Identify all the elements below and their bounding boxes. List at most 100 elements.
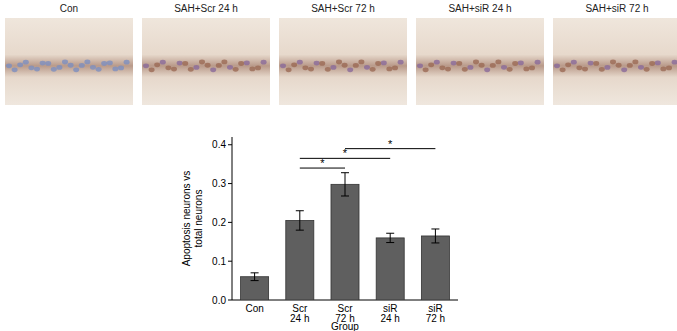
cell: [571, 60, 577, 65]
error-bar: [386, 233, 394, 242]
figure: ConSAH+Scr 24 hSAH+Scr 72 hSAH+siR 24 hS…: [0, 0, 677, 331]
cell: [261, 60, 267, 65]
cell: [84, 60, 90, 65]
cell: [582, 67, 588, 72]
cell: [249, 67, 255, 72]
cell: [45, 61, 51, 66]
axes: 0.00.10.20.30.4: [212, 137, 458, 306]
panel-label: SAH+siR 24 h: [448, 3, 511, 14]
cell: [439, 65, 445, 70]
cell: [649, 61, 655, 66]
cell: [205, 63, 211, 68]
cell: [79, 63, 85, 68]
cell: [627, 63, 633, 68]
cell: [462, 67, 468, 72]
cell: [599, 67, 605, 72]
cell: [286, 67, 292, 72]
error-bar: [251, 273, 259, 281]
bars: [241, 173, 450, 300]
cell: [244, 61, 250, 66]
cell: [576, 65, 582, 70]
cell: [535, 60, 541, 65]
cell: [221, 60, 227, 65]
cell: [154, 62, 160, 67]
cell: [238, 61, 244, 66]
cell: [319, 61, 325, 66]
cell: [34, 67, 40, 72]
cell: [330, 65, 336, 70]
cell: [336, 60, 342, 65]
cell: [51, 67, 57, 72]
cell-band: [417, 60, 541, 73]
cell: [255, 66, 261, 71]
cell: [23, 60, 29, 65]
cell: [560, 67, 566, 72]
cell: [467, 65, 473, 70]
cell: [28, 65, 34, 70]
y-tick: [228, 261, 232, 262]
cell: [6, 63, 12, 68]
cell: [621, 67, 627, 72]
panel-label: Con: [60, 3, 78, 14]
cell: [616, 63, 622, 68]
cell: [233, 67, 239, 72]
canvas: ConSAH+Scr 24 hSAH+Scr 72 hSAH+siR 24 hS…: [0, 0, 677, 331]
cell: [90, 65, 96, 70]
cell: [291, 62, 297, 67]
cell: [655, 61, 661, 66]
cell: [171, 67, 177, 72]
x-axis-title: Group: [331, 321, 359, 331]
significance-label: *: [388, 138, 393, 150]
cell: [347, 67, 353, 72]
x-tick-label: siR72 h: [426, 303, 445, 324]
bar: [421, 236, 449, 300]
cell-band: [143, 60, 267, 73]
cell: [56, 65, 62, 70]
cell: [68, 63, 74, 68]
cell: [381, 61, 387, 66]
cell: [638, 65, 644, 70]
error-bar: [341, 173, 349, 196]
cell: [149, 67, 155, 72]
cell-band: [6, 60, 130, 73]
bar: [286, 220, 314, 300]
cell: [342, 63, 348, 68]
cell: [353, 63, 359, 68]
cell: [325, 67, 331, 72]
cell: [210, 67, 216, 72]
cell: [12, 67, 18, 72]
cell: [672, 60, 677, 65]
cell: [660, 67, 666, 72]
cell: [308, 67, 314, 72]
micrograph: [5, 18, 133, 105]
cell: [96, 67, 102, 72]
cell: [512, 61, 518, 66]
cell: [227, 65, 233, 70]
cell: [216, 63, 222, 68]
micrograph: [142, 18, 270, 105]
cell: [297, 60, 303, 65]
cell: [451, 61, 457, 66]
cell: [398, 60, 404, 65]
cell: [428, 62, 434, 67]
cell: [593, 61, 599, 66]
cell: [434, 60, 440, 65]
cell: [666, 66, 672, 71]
cell: [523, 67, 529, 72]
cell: [490, 63, 496, 68]
cell: [386, 67, 392, 72]
y-axis-title: Apoptosis neurons vstotal neurons: [181, 171, 204, 267]
cell: [73, 67, 79, 72]
cell-band: [554, 60, 677, 73]
cell: [375, 61, 381, 66]
bar: [376, 238, 404, 300]
y-tick: [228, 183, 232, 184]
cell: [199, 60, 205, 65]
cell: [62, 60, 68, 65]
cell: [495, 60, 501, 65]
error-bar: [431, 229, 439, 243]
cell: [364, 65, 370, 70]
cell: [182, 61, 188, 66]
cell: [17, 62, 23, 67]
cell: [588, 61, 594, 66]
